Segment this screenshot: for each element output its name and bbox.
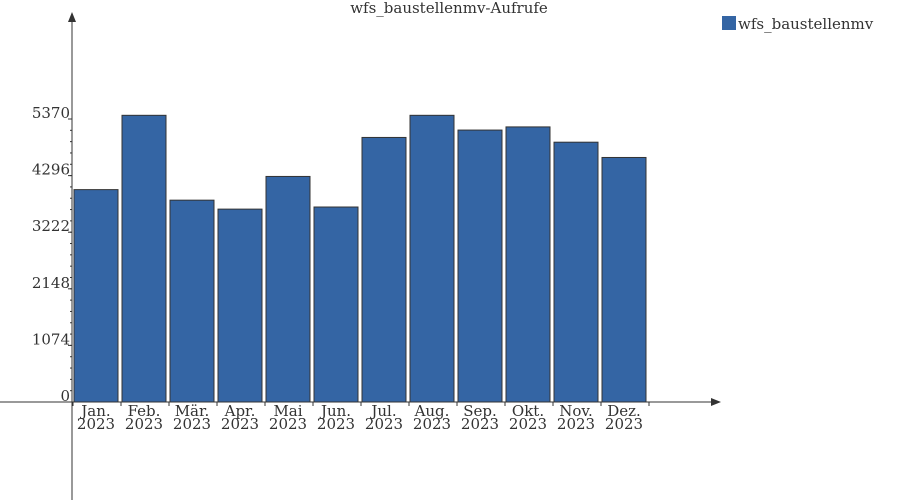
- bar: [409, 114, 455, 403]
- x-tick-label-year: 2023: [461, 415, 499, 433]
- x-tick-label-month: Mai: [273, 402, 302, 420]
- legend-swatch: [722, 16, 736, 30]
- y-axis-arrow: [68, 12, 76, 22]
- x-tick-label-year: 2023: [77, 415, 115, 433]
- x-tick-label-year: 2023: [317, 415, 355, 433]
- bar: [265, 175, 311, 403]
- bars: [73, 114, 647, 403]
- y-tick-label: 4296: [32, 161, 70, 179]
- legend: wfs_baustellenmv: [722, 15, 874, 33]
- y-tick-label: 0: [60, 387, 70, 405]
- y-tick-label: 5370: [32, 104, 70, 122]
- x-tick-label-year: 2023: [269, 415, 307, 433]
- bar: [601, 156, 647, 403]
- bar: [313, 206, 359, 403]
- x-tick-label-year: 2023: [557, 415, 595, 433]
- bar: [73, 189, 119, 403]
- bar: [457, 129, 503, 403]
- x-tick-label-year: 2023: [365, 415, 403, 433]
- bar: [217, 208, 263, 403]
- x-tick-label-month: Mär.: [175, 402, 210, 420]
- x-tick-label-month: Jul.: [369, 402, 396, 420]
- x-tick-label-month: Nov.: [559, 402, 593, 420]
- x-tick-label-month: Aug.: [414, 402, 450, 420]
- x-tick-label-month: Jun.: [319, 402, 351, 420]
- x-tick-label-month: Feb.: [128, 402, 161, 420]
- x-axis-arrow: [711, 398, 721, 406]
- x-tick-label-year: 2023: [173, 415, 211, 433]
- x-tick-label-year: 2023: [125, 415, 163, 433]
- x-tick-label-year: 2023: [509, 415, 547, 433]
- x-tick-label-month: Sep.: [463, 402, 497, 420]
- bar: [553, 141, 599, 403]
- x-tick-label-year: 2023: [605, 415, 643, 433]
- x-tick-label-year: 2023: [221, 415, 259, 433]
- y-axis-ticks: 0 1074 2148 3222 4296 5370: [32, 104, 72, 405]
- x-tick-label-year: 2023: [413, 415, 451, 433]
- y-tick-label: 3222: [32, 217, 70, 235]
- bar: [505, 126, 551, 403]
- x-tick-label-month: Jan.: [79, 402, 110, 420]
- bar: [121, 114, 167, 403]
- x-tick-label-month: Okt.: [512, 402, 544, 420]
- chart-title: wfs_baustellenmv-Aufrufe: [350, 0, 548, 17]
- bar: [361, 136, 407, 403]
- y-tick-label: 2148: [32, 274, 70, 292]
- y-tick-label: 1074: [32, 330, 70, 348]
- x-tick-label-month: Dez.: [607, 402, 641, 420]
- x-axis-labels: Jan.2023Feb.2023Mär.2023Apr.2023Mai2023J…: [72, 402, 650, 433]
- bar: [169, 199, 215, 403]
- legend-label: wfs_baustellenmv: [738, 15, 874, 33]
- x-tick-label-month: Apr.: [224, 402, 256, 420]
